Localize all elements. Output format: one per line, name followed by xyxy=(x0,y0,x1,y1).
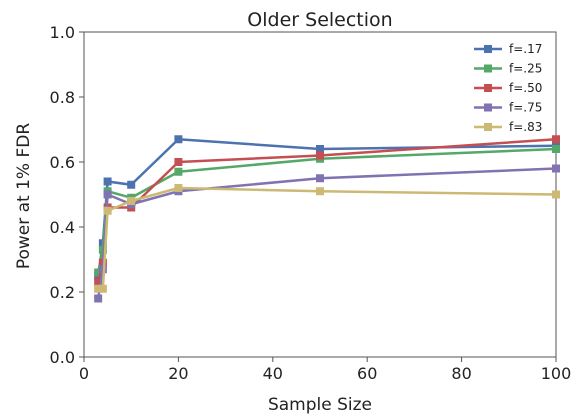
data-point xyxy=(316,145,324,153)
legend-swatch-marker xyxy=(484,84,492,92)
y-axis-ticks: 0.0 0.2 0.4 0.6 0.8 1.0 xyxy=(50,23,84,367)
data-point xyxy=(552,145,560,153)
legend-label: f=.17 xyxy=(509,42,542,56)
legend-item: f=.83 xyxy=(474,120,542,134)
legend-label: f=.50 xyxy=(509,81,542,95)
legend-item: f=.17 xyxy=(474,42,542,56)
x-tick-label: 40 xyxy=(263,364,283,383)
data-point xyxy=(94,268,103,277)
data-point xyxy=(94,278,103,287)
legend-swatch-marker xyxy=(484,45,492,53)
data-point xyxy=(94,294,103,303)
data-point xyxy=(316,174,324,183)
series-line xyxy=(98,186,557,290)
legend-item: f=.50 xyxy=(474,81,542,95)
data-point xyxy=(174,135,183,144)
legend-item: f=.25 xyxy=(474,62,542,76)
y-tick-label: 0.4 xyxy=(50,218,75,237)
data-point xyxy=(174,167,183,176)
series-f=.17 xyxy=(94,135,560,280)
data-point xyxy=(174,184,183,192)
legend-label: f=.25 xyxy=(509,62,542,76)
x-tick-label: 100 xyxy=(541,364,572,383)
series-f=.75 xyxy=(94,164,560,303)
legend-swatch-marker xyxy=(484,123,492,131)
data-point xyxy=(103,206,112,215)
data-point xyxy=(552,164,560,173)
data-point xyxy=(552,135,560,144)
series-layer xyxy=(94,135,560,303)
data-point xyxy=(94,284,103,293)
chart-title: Older Selection xyxy=(247,9,392,31)
series-f=.83 xyxy=(94,184,560,293)
legend-label: f=.83 xyxy=(509,120,542,134)
legend-swatch-marker xyxy=(484,103,492,112)
data-point xyxy=(98,284,107,293)
y-tick-label: 0.8 xyxy=(50,88,75,107)
y-axis-label: Power at 1% FDR xyxy=(14,123,34,270)
y-tick-label: 0.0 xyxy=(50,348,75,367)
data-point xyxy=(103,190,112,199)
series-f=.25 xyxy=(94,145,560,277)
legend-item: f=.75 xyxy=(474,101,542,115)
x-tick-label: 60 xyxy=(357,364,377,383)
x-tick-label: 20 xyxy=(168,364,188,383)
x-tick-label: 80 xyxy=(451,364,471,383)
series-line xyxy=(96,147,557,273)
y-tick-label: 1.0 xyxy=(50,23,75,42)
series-line xyxy=(96,167,557,299)
x-axis-label: Sample Size xyxy=(268,395,372,415)
y-tick-label: 0.6 xyxy=(50,153,75,172)
data-point xyxy=(174,158,183,166)
data-point xyxy=(103,177,112,186)
data-point xyxy=(552,190,560,199)
legend-label: f=.75 xyxy=(509,101,542,115)
data-point xyxy=(316,151,324,160)
y-tick-label: 0.2 xyxy=(50,283,75,302)
x-tick-label: 0 xyxy=(79,364,89,383)
series-line xyxy=(96,138,557,276)
data-point xyxy=(127,180,136,189)
series-line xyxy=(96,138,557,283)
x-axis-ticks: 0 20 40 60 80 100 xyxy=(79,357,571,383)
legend-swatch-marker xyxy=(484,64,492,73)
legend: f=.17 f=.25 f=.50 f=.75 f=.83 xyxy=(474,42,542,134)
data-point xyxy=(127,197,136,205)
data-point xyxy=(316,187,324,196)
